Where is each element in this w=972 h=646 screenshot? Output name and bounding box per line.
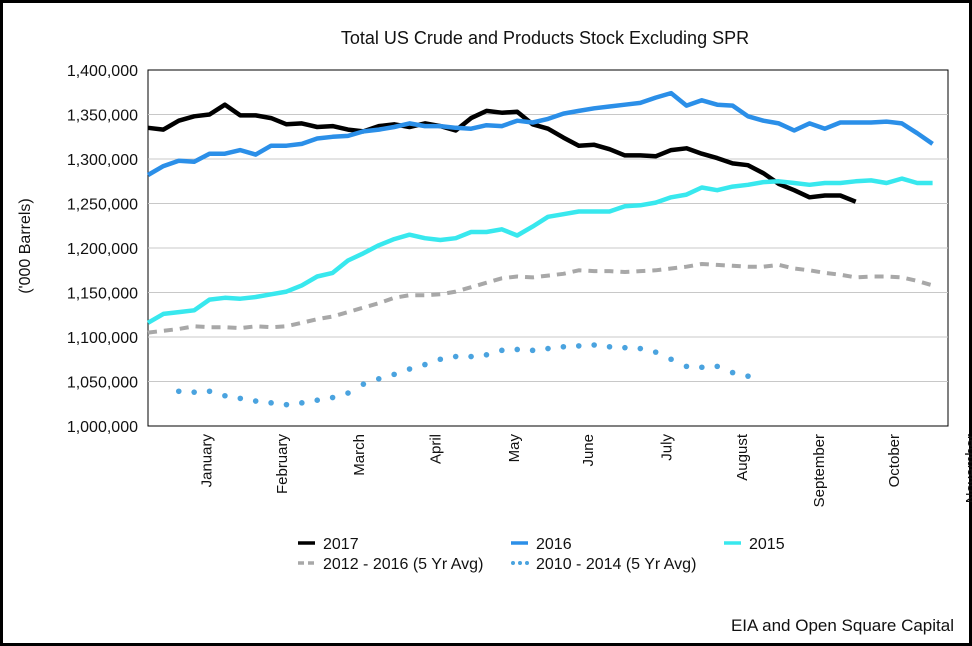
series-2010-2014-5-yr-avg-point — [175, 388, 182, 395]
series-2010-2014-5-yr-avg-point — [745, 373, 751, 379]
legend-label-2010-2014-5-yr-avg: 2010 - 2014 (5 Yr Avg) — [536, 556, 696, 573]
series-2010-2014-5-yr-avg-point — [714, 363, 721, 370]
series-2010-2014-5-yr-avg-point — [668, 356, 674, 363]
y-tick-label: 1,350,000 — [67, 108, 138, 125]
series-2010-2014-5-yr-avg-point — [699, 364, 705, 371]
series-2010-2014-5-yr-avg-point — [252, 398, 259, 404]
series-2010-2014-5-yr-avg-point — [468, 353, 474, 360]
series-2010-2014-5-yr-avg-point — [406, 366, 413, 372]
series-2010-2014-5-yr-avg-point — [729, 369, 736, 376]
series-2010-2014-5-yr-avg-point — [391, 371, 397, 378]
series-2010-2014-5-yr-avg-point — [622, 344, 628, 351]
series-2010-2014-5-yr-avg-point — [606, 343, 613, 350]
legend: 2017 2016 2015 2012 - 2016 (5 Yr Avg) 2010 -… — [298, 536, 785, 573]
series-2016-line — [146, 90, 934, 177]
series-2010-2014-5-yr-avg-point — [437, 356, 444, 363]
y-tick-label: 1,100,000 — [67, 330, 138, 347]
series-layer — [146, 90, 934, 408]
series-2010-2014-5-yr-avg-point — [329, 394, 336, 401]
series-2012-2016-5-yr-avg-line — [147, 262, 934, 335]
series-2010-2014-5-yr-avg-point — [375, 376, 382, 382]
series-2010-2014-5-yr-avg-point — [422, 361, 428, 368]
series-2010-2014-5-yr-avg-point — [191, 389, 197, 395]
source-credit: EIA and Open Square Capital — [730, 616, 954, 635]
series-2015-line — [146, 176, 933, 325]
axes: 1,000,000 1,050,000 1,100,000 1,150,000 1,20… — [67, 63, 972, 507]
series-2010-2014-5-yr-avg-point — [683, 363, 690, 370]
legend-label-2012-2016-5-yr-avg: 2012 - 2016 (5 Yr Avg) — [323, 556, 483, 573]
x-tick-label: July — [658, 434, 675, 461]
series-2010-2014-5-yr-avg-point — [483, 352, 490, 358]
series-2010-2014-5-yr-avg-point — [314, 397, 321, 403]
legend-label-2017: 2017 — [323, 536, 359, 553]
series-2010-2014-5-yr-avg-point — [206, 388, 213, 395]
series-2010-2014-5-yr-avg-point — [591, 342, 597, 348]
y-tick-label: 1,400,000 — [67, 63, 138, 80]
y-tick-label: 1,150,000 — [67, 286, 138, 303]
x-tick-label: February — [274, 434, 291, 495]
legend-swatch-2010-2014-5-yr-avg — [525, 561, 529, 565]
series-2010-2014-5-yr-avg-point — [560, 343, 567, 350]
x-tick-label: October — [886, 434, 903, 487]
series-2017-line — [147, 102, 857, 204]
y-tick-label: 1,000,000 — [67, 419, 138, 436]
series-2010-2014-5-yr-avg-point — [237, 395, 244, 402]
series-2010-2014-5-yr-avg-point — [652, 349, 659, 355]
x-tick-label: September — [811, 434, 828, 507]
x-tick-label: June — [580, 434, 597, 467]
series-2010-2014-5-yr-avg-point — [637, 345, 644, 352]
series-2010-2014-5-yr-avg-point — [575, 343, 582, 349]
series-2010-2014-5-yr-avg-point — [452, 353, 459, 360]
legend-swatch-2010-2014-5-yr-avg — [511, 561, 515, 565]
x-tick-label: May — [506, 434, 523, 463]
series-2010-2014-5-yr-avg-point — [545, 345, 551, 352]
series-2010-2014-5-yr-avg-point — [268, 400, 274, 406]
y-tick-label: 1,050,000 — [67, 375, 138, 392]
series-2010-2014-5-yr-avg-point — [299, 400, 305, 406]
series-2010-2014-5-yr-avg-point — [499, 347, 505, 354]
x-tick-label: November — [963, 434, 972, 503]
legend-label-2015: 2015 — [749, 536, 785, 553]
x-tick-label: January — [198, 434, 215, 488]
series-2010-2014-5-yr-avg-point — [514, 346, 521, 353]
legend-swatch-2010-2014-5-yr-avg — [518, 561, 522, 565]
x-tick-label: March — [351, 434, 368, 476]
series-2010-2014-5-yr-avg-point — [222, 392, 228, 399]
x-tick-label: August — [734, 433, 751, 481]
chart-title: Total US Crude and Products Stock Exclud… — [341, 28, 749, 48]
series-2010-2014-5-yr-avg-point — [345, 390, 351, 396]
grid — [147, 69, 949, 427]
legend-label-2016: 2016 — [536, 536, 572, 553]
y-tick-label: 1,300,000 — [67, 152, 138, 169]
y-tick-label: 1,250,000 — [67, 197, 138, 214]
series-2010-2014-5-yr-avg-point — [283, 401, 290, 408]
series-2010-2014-5-yr-avg-point — [529, 347, 536, 354]
x-tick-label: April — [428, 434, 445, 464]
series-2010-2014-5-yr-avg-point — [360, 381, 367, 387]
y-tick-label: 1,200,000 — [67, 241, 138, 258]
y-axis-label: ('000 Barrels) — [17, 198, 34, 294]
